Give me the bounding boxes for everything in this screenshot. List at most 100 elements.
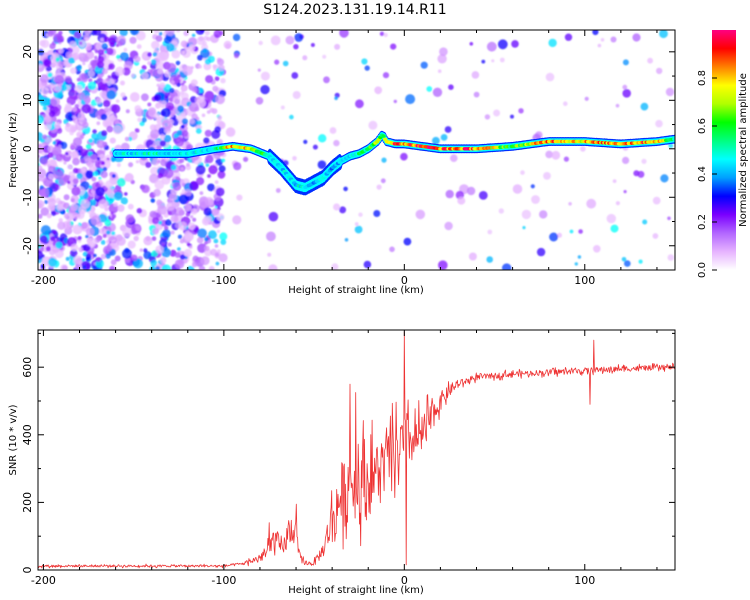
noise-blob [197,228,207,239]
noise-blob [190,208,198,215]
snr-frame [37,329,676,571]
noise-blob [106,125,114,133]
noise-blob [493,109,501,117]
snr-y-ticks: 0 200 400 600 [21,332,675,574]
noise-blob [124,192,128,196]
noise-blob [67,180,71,185]
noise-blob [196,236,204,244]
noise-blob [577,255,582,259]
noise-blob [47,72,53,78]
noise-blob [260,71,270,81]
noise-blob [124,136,130,142]
noise-blob [181,118,188,125]
noise-blob [50,236,56,242]
noise-blob [60,264,68,270]
noise-blob [40,263,45,269]
ridge-core [381,134,386,138]
noise-blob [212,64,217,69]
noise-blob [632,33,641,42]
noise-blob [615,103,620,108]
noise-blob [215,187,225,197]
noise-blob [114,255,121,262]
noise-blob [171,118,179,126]
noise-blob [59,153,64,158]
noise-blob [50,96,60,107]
noise-blob [128,162,134,168]
noise-blob [38,244,42,249]
noise-blob [80,158,86,164]
noise-blob [274,59,280,65]
noise-blob [152,228,159,235]
noise-blob [586,198,597,209]
noise-blob [48,110,56,118]
noise-blob [181,130,189,137]
noise-blob [193,227,199,233]
noise-blob [184,126,188,130]
noise-blob [214,180,219,185]
noise-blob [196,98,207,108]
noise-blob [580,146,586,152]
noise-blob [52,83,62,93]
noise-blob [215,261,220,266]
noise-blob [86,50,94,58]
noise-blob [469,42,474,46]
noise-blob [85,170,94,179]
noise-blob [154,94,162,102]
noise-blob [180,167,184,171]
noise-blob [39,74,49,83]
noise-blob [87,69,95,78]
y-tick-label: 200 [21,492,34,513]
noise-blob [38,213,43,219]
noise-blob [133,258,143,269]
noise-blob [82,265,87,269]
noise-blob [72,115,76,119]
noise-blob [196,177,205,186]
noise-blob [109,265,116,270]
noise-blob [70,243,79,252]
noise-blob [108,63,115,70]
noise-blob [63,202,70,210]
noise-blob [88,185,93,190]
noise-blob [197,243,207,253]
noise-blob [125,109,130,114]
noise-blob [63,119,69,125]
noise-blob [40,225,51,236]
noise-blob [179,238,185,244]
noise-blob [344,238,349,242]
noise-blob [112,124,123,135]
noise-blob [415,209,426,220]
noise-blob [55,197,61,204]
noise-blob [205,154,214,164]
noise-blob [55,57,60,62]
noise-blob [302,55,308,61]
noise-blob [101,130,108,137]
spectrogram-marks [38,30,675,270]
noise-blob [203,207,212,216]
noise-blob [50,55,56,61]
noise-blob [208,165,218,175]
noise-blob [71,150,79,158]
noise-blob [83,244,91,252]
noise-blob [217,58,225,66]
noise-blob [218,165,226,173]
noise-blob [129,30,140,36]
noise-blob [96,60,105,69]
noise-blob [141,117,147,123]
noise-blob [147,102,152,107]
noise-blob [219,232,228,241]
noise-blob [214,244,219,248]
y-tick-label: 10 [21,93,34,107]
noise-blob [105,253,111,259]
noise-blob [106,230,111,235]
noise-blob [65,103,72,110]
noise-blob [77,112,85,120]
noise-blob [111,214,117,219]
noise-blob [129,92,140,102]
noise-blob [191,261,198,268]
colorbar-ticks: 0.0 0.2 0.4 0.6 0.8 [697,70,717,278]
noise-blob [152,52,158,57]
noise-blob [220,78,226,84]
noise-blob [175,60,181,66]
noise-blob [204,245,210,251]
